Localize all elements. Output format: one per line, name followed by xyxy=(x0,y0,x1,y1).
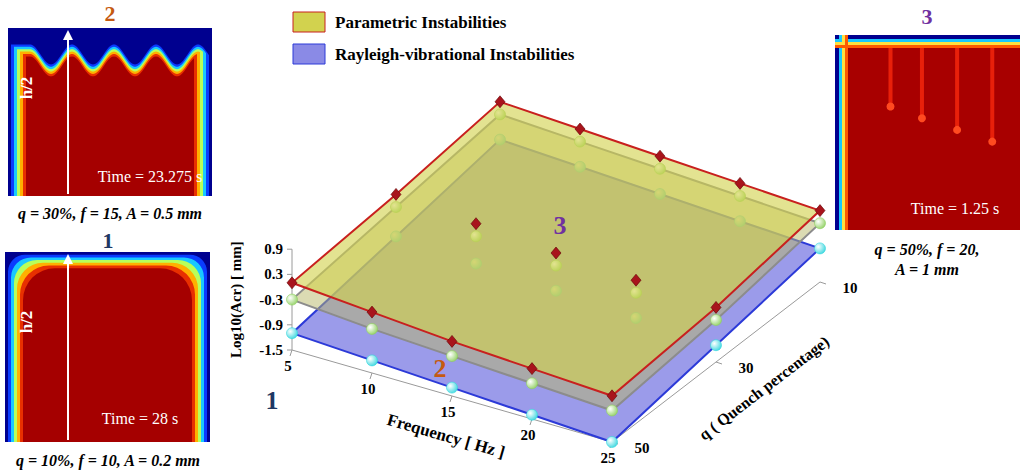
svg-text:50: 50 xyxy=(635,440,650,456)
svg-text:Rayleigh-vibrational Instabili: Rayleigh-vibrational Instabilities xyxy=(335,45,575,64)
svg-text:Log10(Acr) [ mm]: Log10(Acr) [ mm] xyxy=(228,241,245,358)
svg-text:15: 15 xyxy=(441,404,456,420)
svg-text:A = 1 mm: A = 1 mm xyxy=(894,261,959,278)
svg-text:q = 10%, f = 10, A = 0.2 mm: q = 10%, f = 10, A = 0.2 mm xyxy=(16,452,200,470)
svg-text:30: 30 xyxy=(739,360,754,376)
svg-text:2: 2 xyxy=(434,354,447,383)
svg-text:10: 10 xyxy=(361,381,376,397)
svg-text:q = 50%, f = 20,: q = 50%, f = 20, xyxy=(875,241,980,259)
svg-text:Frequency [ Hz ]: Frequency [ Hz ] xyxy=(385,410,507,462)
svg-text:q = 30%, f = 15, A = 0.5 mm: q = 30%, f = 15, A = 0.5 mm xyxy=(18,205,202,223)
svg-text:0.9: 0.9 xyxy=(264,241,283,257)
svg-text:1: 1 xyxy=(266,386,279,415)
svg-text:20: 20 xyxy=(521,427,536,443)
svg-text:Time = 1.25 s: Time = 1.25 s xyxy=(911,200,999,217)
svg-text:-1.5: -1.5 xyxy=(259,342,283,358)
svg-text:2: 2 xyxy=(105,1,116,26)
svg-text:q ( Quench percentage): q ( Quench percentage) xyxy=(696,333,833,444)
svg-text:3: 3 xyxy=(554,211,567,240)
svg-text:Parametric Instabilities: Parametric Instabilities xyxy=(335,13,507,32)
svg-text:h/2: h/2 xyxy=(17,311,36,334)
svg-text:5: 5 xyxy=(284,358,292,374)
svg-text:0.3: 0.3 xyxy=(264,266,283,282)
svg-text:h/2: h/2 xyxy=(17,77,36,100)
svg-text:1: 1 xyxy=(103,228,114,253)
svg-text:Time = 23.275 s: Time = 23.275 s xyxy=(98,168,202,185)
svg-text:-0.9: -0.9 xyxy=(259,317,283,333)
svg-text:3: 3 xyxy=(922,4,933,29)
svg-text:25: 25 xyxy=(601,450,616,466)
svg-text:-0.3: -0.3 xyxy=(259,292,283,308)
svg-text:10: 10 xyxy=(843,280,858,296)
svg-text:Time = 28 s: Time = 28 s xyxy=(102,410,178,427)
